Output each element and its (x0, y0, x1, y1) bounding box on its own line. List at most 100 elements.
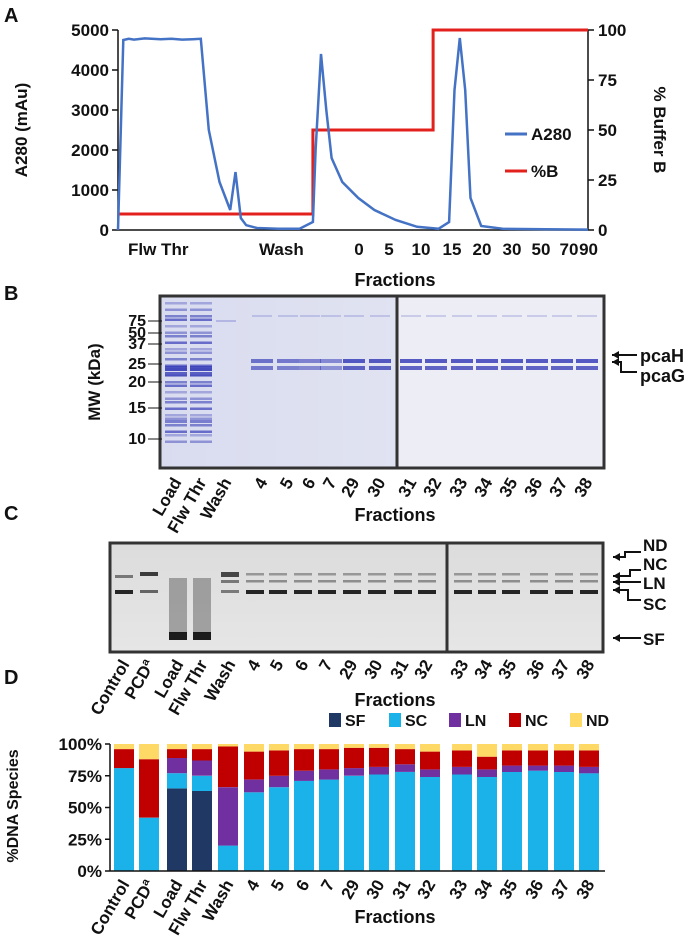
gel-band (555, 580, 573, 583)
gel-band (190, 440, 212, 443)
gel-band (165, 401, 187, 404)
bar-segment-nc (218, 746, 238, 788)
band-label-pcaH: pcaH (640, 346, 684, 366)
bar-segment-ln (502, 765, 522, 772)
bar-segment-nd (294, 744, 314, 750)
gel-band (190, 335, 212, 338)
gel-band (452, 315, 472, 317)
category-label: 32 (414, 877, 440, 903)
gel-band (477, 315, 497, 317)
lane-label: 36 (523, 657, 549, 683)
gel-band (368, 580, 386, 583)
bar-segment-ln (244, 779, 264, 793)
gel-band (418, 590, 436, 594)
gel-band (454, 590, 472, 594)
gel-band (400, 359, 422, 363)
legend-swatch-nc (509, 713, 521, 727)
lane-label: 34 (471, 656, 497, 682)
gel-b-x-axis-label: Fractions (354, 505, 435, 525)
bar-segment-nd (218, 744, 238, 747)
bar-segment-ln (344, 768, 364, 776)
category-label: 34 (471, 876, 497, 902)
gel-band (115, 590, 133, 594)
gel-band (165, 325, 187, 328)
bar-segment-ln (579, 766, 599, 774)
bar-segment-nd (452, 744, 472, 751)
gel-band (320, 359, 342, 363)
gel-band (190, 341, 212, 344)
band-label-SF: SF (643, 630, 665, 649)
gel-band (251, 366, 273, 370)
gel-band (190, 381, 212, 384)
gel-band (246, 580, 264, 583)
gel-band (165, 417, 187, 420)
bar-segment-nd (192, 744, 212, 750)
y-tick-label: 4000 (71, 61, 109, 80)
lane-label: 37 (546, 475, 572, 501)
gel-band (369, 359, 391, 363)
bar-segment-sf (167, 788, 187, 871)
bar-segment-sc (395, 771, 415, 871)
lane-label: 30 (364, 475, 390, 501)
band-label-pcaG: pcaG (640, 366, 685, 386)
gel-band (190, 348, 212, 351)
bar-segment-ln (167, 758, 187, 774)
bar-segment-sc (114, 768, 134, 871)
y-tick-label: 25% (68, 830, 102, 849)
lane-label: 31 (395, 475, 421, 501)
gel-c-x-axis-label: Fractions (354, 690, 435, 710)
y-tick-label: 25 (598, 171, 617, 190)
bar-segment-nd (344, 744, 364, 748)
gel-band (394, 580, 412, 583)
lane-label: 35 (495, 657, 521, 683)
gel-band (165, 364, 187, 367)
gel-smear (169, 578, 187, 633)
gel-band (576, 359, 598, 363)
y-tick-label: 75 (598, 71, 617, 90)
gel-band (300, 315, 320, 317)
x-tick-label: 0 (354, 240, 363, 259)
category-label: 7 (317, 877, 338, 895)
x-axis-label: Fractions (354, 907, 435, 927)
bar-segment-sc (244, 792, 264, 871)
bar-segment-nc (420, 751, 440, 770)
gel-band (580, 573, 598, 576)
y-tick-label: 100 (598, 21, 626, 40)
gel-band (320, 366, 342, 370)
panel-label-c: C (4, 503, 18, 525)
gel-band (318, 580, 336, 583)
gel-band (321, 315, 341, 317)
gel-band (418, 580, 436, 583)
bar-segment-ln (369, 766, 389, 775)
lane-label: 36 (521, 475, 547, 501)
mw-label: 10 (128, 431, 146, 448)
category-label: 30 (363, 877, 389, 903)
bar-segment-sc (554, 771, 574, 871)
gel-band (190, 407, 212, 410)
gel-band (221, 590, 239, 593)
bar-segment-nd (395, 744, 415, 750)
y-tick-label: 1000 (71, 181, 109, 200)
arrow-NC (613, 569, 641, 577)
bar-segment-ln (294, 770, 314, 781)
bar-segment-ln (395, 764, 415, 772)
gel-band (478, 580, 496, 583)
gel-band (221, 580, 239, 583)
gel-band (190, 302, 212, 305)
bar-segment-ln (218, 787, 238, 846)
legend-swatch-sc (389, 713, 401, 727)
x-region-label-flow-through: Flw Thr (128, 240, 189, 259)
bar-segment-sf (192, 791, 212, 871)
mw-label: 15 (128, 400, 146, 417)
y-tick-label: 0 (100, 221, 109, 240)
mw-label: 50 (128, 325, 146, 342)
gel-band (190, 430, 212, 433)
gel-band (401, 315, 421, 317)
gel-band (502, 590, 520, 594)
band-label-NC: NC (643, 555, 668, 574)
x-tick-label: 15 (443, 240, 462, 259)
lane-label: 38 (573, 657, 599, 683)
lane-label: 33 (446, 475, 472, 501)
